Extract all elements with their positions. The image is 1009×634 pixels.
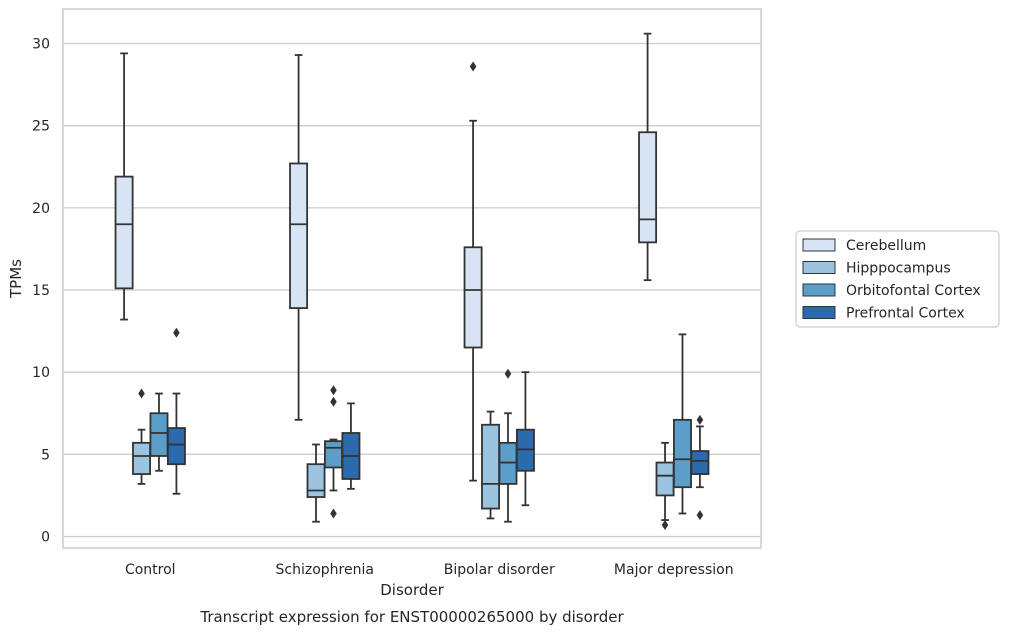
box-body bbox=[149, 412, 169, 457]
y-tick-label: 20 bbox=[32, 201, 50, 217]
legend-label: Orbitofontal Cortex bbox=[846, 283, 981, 299]
outlier-point bbox=[330, 385, 337, 396]
outlier-point bbox=[661, 519, 669, 530]
box-body bbox=[132, 441, 151, 475]
box-body bbox=[306, 463, 326, 498]
outlier-point bbox=[173, 327, 180, 338]
legend-label: Hipppocampus bbox=[846, 261, 951, 277]
box-series bbox=[114, 32, 710, 530]
outlier-point bbox=[330, 396, 337, 407]
box-body bbox=[463, 246, 483, 349]
y-tick-label: 30 bbox=[32, 37, 50, 53]
x-axis-label: Disorder bbox=[380, 581, 444, 599]
y-tick-label: 25 bbox=[32, 119, 50, 135]
box bbox=[638, 32, 658, 282]
box-body bbox=[673, 418, 692, 489]
x-tick-labels: Control Schizophrenia Bipolar disorder Majo… bbox=[125, 562, 734, 578]
box bbox=[690, 414, 710, 521]
x-tick-label: Major depression bbox=[614, 562, 734, 578]
legend-swatch bbox=[802, 238, 836, 252]
box-body bbox=[166, 427, 186, 466]
y-tick-labels: 0 5 10 15 20 25 30 bbox=[32, 37, 50, 546]
x-tick-label: Bipolar disorder bbox=[444, 562, 555, 578]
outlier-point bbox=[469, 61, 477, 72]
box-body bbox=[638, 131, 658, 244]
outlier-point bbox=[696, 510, 704, 521]
box-body bbox=[289, 162, 309, 309]
box bbox=[463, 61, 483, 482]
y-tick-label: 5 bbox=[41, 447, 50, 463]
plot-frame bbox=[62, 8, 762, 549]
y-tick-label: 0 bbox=[41, 529, 50, 545]
outlier-point bbox=[696, 414, 704, 425]
box bbox=[114, 52, 134, 321]
legend-label: Prefrontal Cortex bbox=[846, 306, 965, 322]
box-body bbox=[690, 450, 710, 475]
y-axis-label: TPMs bbox=[7, 259, 25, 299]
box bbox=[306, 443, 326, 523]
legend-swatch bbox=[802, 283, 836, 297]
legend: Cerebellum Hipppocampus Orbitofontal Corte… bbox=[795, 230, 1000, 328]
legend-box bbox=[795, 230, 1000, 328]
legend-swatch bbox=[802, 306, 836, 319]
x-tick-label: Schizophrenia bbox=[276, 562, 374, 578]
box bbox=[481, 410, 500, 520]
outlier-point bbox=[330, 508, 337, 519]
box bbox=[166, 327, 186, 495]
box-body bbox=[481, 423, 500, 510]
y-tick-label: 15 bbox=[32, 283, 50, 299]
legend-swatch bbox=[802, 261, 836, 274]
outlier-point bbox=[138, 388, 145, 399]
box-body bbox=[655, 461, 675, 497]
box bbox=[655, 441, 675, 530]
box bbox=[515, 371, 535, 507]
chart-caption: Transcript expression for ENST0000026500… bbox=[199, 608, 624, 626]
y-tick-label: 10 bbox=[32, 365, 50, 381]
box-body bbox=[324, 440, 343, 469]
box bbox=[289, 54, 309, 421]
box bbox=[341, 402, 361, 490]
outlier-point bbox=[504, 368, 512, 379]
box-body bbox=[114, 175, 134, 290]
legend-label: Cerebellum bbox=[846, 238, 926, 254]
x-tick-label: Control bbox=[125, 562, 176, 578]
box bbox=[132, 388, 151, 485]
